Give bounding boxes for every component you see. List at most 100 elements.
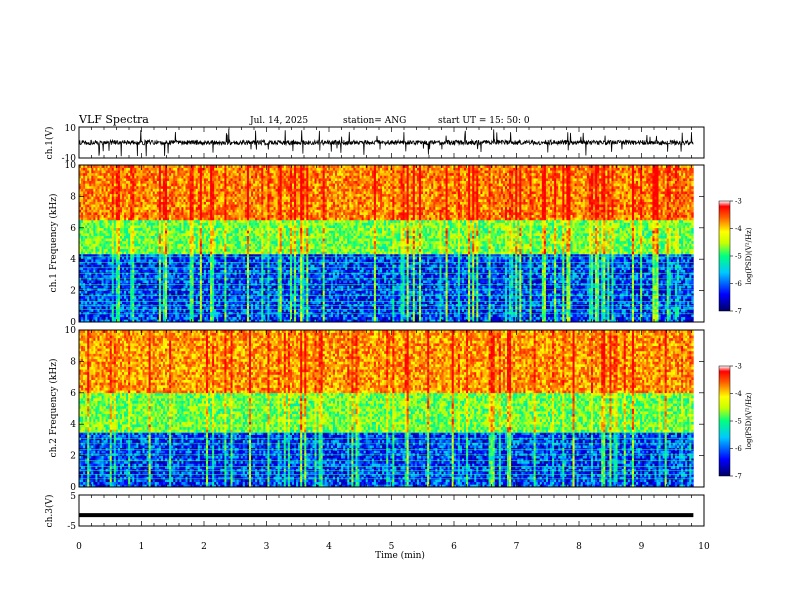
spectrogram-cell [163, 314, 165, 317]
spectrogram-cell [167, 170, 169, 173]
spectrogram-cell [188, 296, 190, 299]
spectrogram-cell [243, 317, 245, 320]
spectrogram-cell [95, 317, 97, 320]
spectrogram-cell [120, 272, 122, 275]
spectrogram-cell [239, 196, 241, 199]
spectrogram-cell [171, 241, 173, 244]
spectrogram-cell [202, 204, 204, 207]
spectrogram-cell [214, 244, 216, 247]
spectrogram-cell [202, 217, 204, 220]
spectrogram-cell [171, 251, 173, 254]
spectrogram-cell [108, 196, 110, 199]
spectrogram-cell [220, 246, 222, 249]
spectrogram-cell [235, 288, 237, 291]
spectrogram-cell [104, 191, 106, 194]
spectrogram-cell [157, 251, 159, 254]
spectrogram-cell [196, 170, 198, 173]
spectrogram-cell [134, 254, 136, 257]
spectrogram-cell [116, 306, 118, 309]
spectrogram-cell [175, 175, 177, 178]
spectrogram-cell [200, 212, 202, 215]
spectrogram-cell [126, 275, 128, 278]
spectrogram-cell [161, 304, 163, 307]
spectrogram-cell [229, 220, 231, 223]
spectrogram-cell [190, 238, 192, 241]
spectrogram-cell [196, 246, 198, 249]
spectrogram-cell [233, 186, 235, 189]
spectrogram-cell [104, 249, 106, 252]
spectrogram-cell [126, 181, 128, 184]
spectrogram-cell [145, 267, 147, 270]
spectrogram-cell [112, 241, 114, 244]
spectrogram-cell [185, 178, 187, 181]
spectrogram-cell [233, 204, 235, 207]
spectrogram-cell [120, 298, 122, 301]
spectrogram-cell [206, 251, 208, 254]
spectrogram-cell [87, 251, 89, 254]
spectrogram-cell [163, 251, 165, 254]
spectrogram-cell [142, 230, 144, 233]
spectrogram-cell [237, 317, 239, 320]
spectrogram-cell [81, 178, 83, 181]
spectrogram-cell [116, 280, 118, 283]
spectrogram-cell [89, 181, 91, 184]
spectrogram-cell [200, 168, 202, 171]
spectrogram-cell [124, 209, 126, 212]
spectrogram-cell [188, 306, 190, 309]
spectrogram-cell [81, 209, 83, 212]
spectrogram-cell [194, 296, 196, 299]
spectrogram-cell [204, 272, 206, 275]
spectrogram-cell [216, 238, 218, 241]
spectrogram-cell [165, 168, 167, 171]
spectrogram-cell [173, 291, 175, 294]
spectrogram-cell [169, 296, 171, 299]
spectrogram-cell [220, 202, 222, 205]
spectrogram-cell [200, 249, 202, 252]
spectrogram-cell [179, 264, 181, 267]
spectrogram-cell [104, 291, 106, 294]
spectrogram-cell [192, 293, 194, 296]
spectrogram-cell [87, 189, 89, 192]
spectrogram-cell [104, 264, 106, 267]
spectrogram-cell [235, 236, 237, 239]
spectrogram-cell [124, 254, 126, 257]
spectrogram-cell [159, 230, 161, 233]
spectrogram-cell [85, 223, 87, 226]
spectrogram-cell [190, 194, 192, 197]
spectrogram-cell [145, 194, 147, 197]
spectrogram-cell [220, 194, 222, 197]
spectrogram-cell [95, 296, 97, 299]
spectrogram-cell [95, 233, 97, 236]
spectrogram-cell [145, 178, 147, 181]
spectrogram-cell [204, 293, 206, 296]
spectrogram-cell [97, 196, 99, 199]
spectrogram-cell [128, 304, 130, 307]
spectrogram-cell [149, 244, 151, 247]
spectrogram-cell [212, 168, 214, 171]
spectrogram-cell [126, 246, 128, 249]
spectrogram-cell [183, 225, 185, 228]
spectrogram-cell [124, 233, 126, 236]
spectrogram-cell [114, 220, 116, 223]
spectrogram-cell [97, 236, 99, 239]
spectrogram-cell [161, 199, 163, 202]
spectrogram-cell [202, 183, 204, 186]
spectrogram-cell [132, 251, 134, 254]
spectrogram-cell [118, 202, 120, 205]
spectrogram-cell [126, 233, 128, 236]
spectrogram-cell [112, 249, 114, 252]
spectrogram-cell [202, 244, 204, 247]
spectrogram-cell [87, 270, 89, 273]
spectrogram-cell [171, 175, 173, 178]
spectrogram-cell [175, 220, 177, 223]
spectrogram-cell [149, 175, 151, 178]
spectrogram-cell [147, 238, 149, 241]
spectrogram-cell [194, 189, 196, 192]
spectrogram-cell [128, 291, 130, 294]
spectrogram-cell [175, 209, 177, 212]
spectrogram-cell [167, 207, 169, 210]
spectrogram-cell [122, 196, 124, 199]
spectrogram-cell [108, 296, 110, 299]
spectrogram-cell [165, 223, 167, 226]
spectrogram-cell [235, 209, 237, 212]
